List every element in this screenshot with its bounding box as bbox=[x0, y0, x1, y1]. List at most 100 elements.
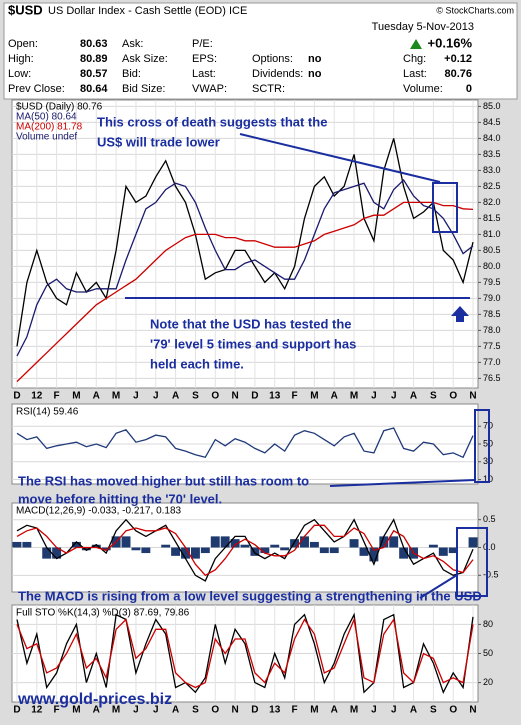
annotation: US$ will trade lower bbox=[97, 134, 220, 149]
series-line bbox=[16, 518, 474, 582]
x-tick-label: D bbox=[13, 705, 20, 716]
histogram-bar bbox=[438, 547, 448, 556]
x-tick-label: A bbox=[331, 705, 338, 716]
quote-value: 80.57 bbox=[80, 68, 108, 80]
quote-value: 0 bbox=[466, 83, 472, 95]
histogram-bar bbox=[240, 544, 250, 548]
x-tick-label: S bbox=[430, 391, 437, 402]
histogram-bar bbox=[42, 547, 52, 559]
histogram-bar bbox=[309, 541, 319, 548]
panel-title: Full STO %K(14,3) %D(3) 87.69, 79.86 bbox=[16, 608, 190, 619]
x-tick-label: 13 bbox=[269, 705, 281, 716]
x-tick-label: A bbox=[93, 705, 100, 716]
histogram-bar bbox=[369, 547, 379, 562]
y-tick-label: 78.0 bbox=[483, 325, 501, 335]
quote-label: Bid: bbox=[122, 68, 141, 80]
y-tick-label: 79.0 bbox=[483, 293, 501, 303]
histogram-bar bbox=[448, 547, 458, 554]
legend-entry: $USD (Daily) 80.76 bbox=[16, 102, 103, 113]
histogram-bar bbox=[379, 536, 389, 548]
x-tick-label: A bbox=[172, 391, 179, 402]
histogram-bar bbox=[52, 547, 62, 559]
quote-label: Chg: bbox=[403, 53, 426, 65]
x-tick-label: A bbox=[410, 705, 417, 716]
histogram-bar bbox=[230, 539, 240, 548]
histogram-bar bbox=[131, 547, 141, 551]
histogram-bar bbox=[349, 539, 359, 548]
annotation: The RSI has moved higher but still has r… bbox=[18, 473, 309, 488]
header-panel bbox=[3, 2, 518, 100]
quote-label: VWAP: bbox=[192, 83, 227, 95]
plot-area bbox=[11, 99, 479, 389]
x-tick-label: N bbox=[469, 391, 476, 402]
series-line bbox=[16, 427, 474, 459]
y-tick-label: 81.5 bbox=[483, 213, 501, 223]
histogram-bar bbox=[220, 536, 230, 548]
quote-value: +0.12 bbox=[444, 53, 472, 65]
histogram-bar bbox=[329, 547, 339, 554]
histogram-bar bbox=[389, 536, 399, 548]
annotation: This cross of death suggests that the bbox=[97, 114, 327, 129]
y-tick-label: 79.5 bbox=[483, 277, 501, 287]
y-tick-label: 82.0 bbox=[483, 197, 501, 207]
y-tick-label: 50 bbox=[483, 648, 493, 658]
x-tick-label: O bbox=[449, 705, 457, 716]
quote-label: Ask: bbox=[122, 38, 143, 50]
quote-label: SCTR: bbox=[252, 83, 285, 95]
highlight-box bbox=[474, 409, 490, 483]
quote-label: Volume: bbox=[403, 83, 443, 95]
series-line bbox=[16, 201, 474, 383]
y-tick-label: 20 bbox=[483, 677, 493, 687]
up-arrow-marker bbox=[451, 306, 469, 322]
panel-title: MACD(12,26,9) -0.033, -0.217, 0.183 bbox=[16, 506, 182, 517]
y-tick-label: 81.0 bbox=[483, 229, 501, 239]
y-tick-label: 0.0 bbox=[483, 542, 496, 552]
series-line bbox=[16, 524, 474, 577]
histogram-bar bbox=[210, 536, 220, 548]
histogram-bar bbox=[399, 547, 409, 559]
histogram-bar bbox=[190, 547, 200, 559]
quote-value: 80.64 bbox=[80, 83, 108, 95]
quote-label: Prev Close: bbox=[8, 83, 65, 95]
y-tick-label: 83.0 bbox=[483, 165, 501, 175]
x-tick-label: O bbox=[211, 705, 219, 716]
panel-title: RSI(14) 59.46 bbox=[16, 407, 79, 418]
quote-value: no bbox=[308, 68, 322, 80]
x-tick-label: F bbox=[54, 391, 60, 402]
x-tick-label: J bbox=[133, 391, 139, 402]
change-pct: +0.16% bbox=[428, 35, 473, 50]
x-tick-label: 12 bbox=[31, 391, 43, 402]
y-tick-label: 80.5 bbox=[483, 245, 501, 255]
histogram-bar bbox=[141, 547, 151, 554]
y-tick-label: 80.0 bbox=[483, 261, 501, 271]
x-tick-label: N bbox=[469, 705, 476, 716]
x-tick-label: J bbox=[371, 705, 377, 716]
histogram-bar bbox=[22, 541, 32, 548]
series-line bbox=[16, 617, 474, 689]
histogram-bar bbox=[121, 536, 131, 548]
x-tick-label: 13 bbox=[269, 391, 281, 402]
series-line bbox=[16, 178, 474, 357]
y-tick-label: 80 bbox=[483, 619, 493, 629]
quote-label: Low: bbox=[8, 68, 31, 80]
y-tick-label: 83.5 bbox=[483, 149, 501, 159]
y-tick-label: 85.0 bbox=[483, 101, 501, 111]
x-tick-label: D bbox=[251, 391, 258, 402]
histogram-bar bbox=[71, 541, 81, 548]
resistance-line bbox=[239, 133, 441, 183]
y-tick-label: 82.5 bbox=[483, 181, 501, 191]
quote-value: 80.63 bbox=[80, 38, 108, 50]
histogram-bar bbox=[171, 547, 181, 556]
y-tick-label: 84.5 bbox=[483, 117, 501, 127]
x-tick-label: M bbox=[72, 705, 80, 716]
series-line bbox=[16, 138, 474, 347]
quote-label: High: bbox=[8, 53, 34, 65]
y-tick-label: 77.5 bbox=[483, 341, 501, 351]
highlight-box bbox=[456, 527, 488, 597]
histogram-bar bbox=[181, 547, 190, 559]
x-tick-label: J bbox=[153, 391, 159, 402]
x-tick-label: 12 bbox=[31, 705, 43, 716]
x-tick-label: J bbox=[371, 391, 377, 402]
x-tick-label: A bbox=[93, 391, 100, 402]
